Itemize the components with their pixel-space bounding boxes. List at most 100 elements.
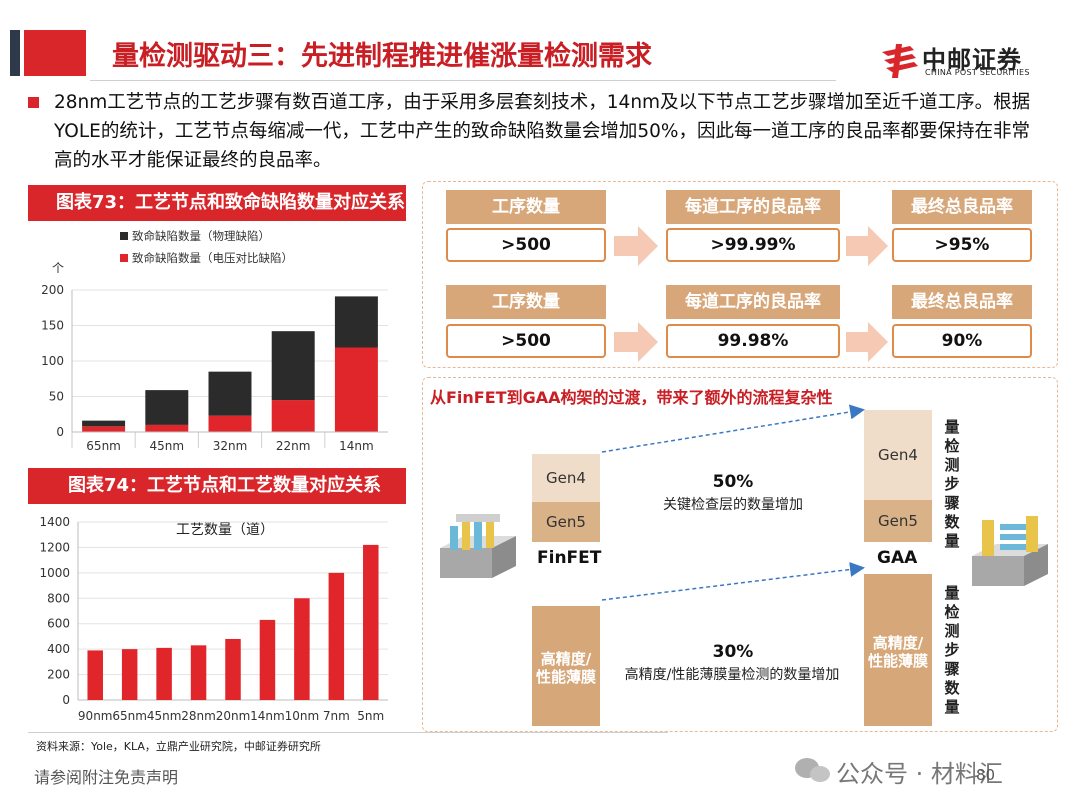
chart73-x-tick: 45nm — [150, 439, 185, 453]
chart73-bar-voltage-contrast — [334, 347, 378, 432]
chart74-x-tick: 45nm — [147, 709, 182, 723]
chart74-y-tick: 200 — [47, 668, 70, 682]
chart74-bar — [190, 645, 207, 700]
page-number: 80 — [976, 766, 996, 784]
vertical-label-bottom: 量检测步骤数量 — [944, 584, 960, 716]
chart74-bar — [87, 650, 103, 700]
chart73-x-tick: 65nm — [86, 439, 121, 453]
chart73-x-tick: 14nm — [339, 439, 374, 453]
header-divider — [90, 80, 836, 81]
chart73-bar-physical — [271, 331, 315, 401]
page-title: 量检测驱动三：先进制程推进催涨量检测需求 — [112, 41, 652, 72]
finfet-gen5-block: Gen5 — [532, 502, 600, 542]
header-accent-red — [24, 30, 86, 76]
chart74-bar — [225, 638, 241, 700]
chart74-process-steps-by-node: 工艺数量（道） 0 200 400 600 800 1000 1200 1400 90nm 65… — [39, 515, 388, 723]
flow2-value-final-yield: 90% — [892, 324, 1032, 358]
flow2-label-final-yield: 最终总良品率 — [892, 285, 1032, 319]
finfet-transistor-icon — [440, 514, 516, 578]
chart74-x-tick: 7nm — [323, 709, 350, 723]
chart73-x-tick: 22nm — [276, 439, 311, 453]
increase-dashed-arrows-icon — [601, 404, 865, 601]
chart73-legend-swatch — [120, 232, 128, 240]
chart73-legend-label: 致命缺陷数量（物理缺陷） — [132, 229, 270, 243]
flow1-label-step-yield: 每道工序的良品率 — [666, 190, 840, 224]
flow1-label-final-yield: 最终总良品率 — [892, 190, 1032, 224]
chart73-legend: 致命缺陷数量（物理缺陷） 致命缺陷数量（电压对比缺陷） — [120, 229, 293, 265]
gen-increase-desc: 关键检查层的数量增加 — [663, 497, 803, 513]
flow1-value-step-yield: >99.99% — [666, 228, 840, 262]
chart73-bar-physical — [145, 390, 189, 425]
gaa-transistor-icon — [972, 516, 1048, 586]
chart73-bar-voltage-contrast — [82, 426, 126, 432]
chart74-x-tick: 28nm — [181, 709, 216, 723]
wechat-account-label: 公众号 · 材料汇 — [836, 760, 1003, 788]
flow1-value-steps: >500 — [446, 228, 606, 262]
flow2-label-steps: 工序数量 — [446, 285, 606, 319]
chart74-x-tick: 14nm — [250, 709, 285, 723]
flow1-arrow-2-icon — [846, 226, 888, 266]
chart74-bar — [328, 572, 345, 700]
chart73-bar-voltage-contrast — [208, 415, 252, 432]
flow2-value-steps: >500 — [446, 324, 606, 358]
chart73-x-tick: 32nm — [213, 439, 248, 453]
chart73-defects-by-node: 致命缺陷数量（物理缺陷） 致命缺陷数量（电压对比缺陷） 个 0 50 100 150 20… — [41, 229, 388, 453]
flow1-value-final-yield: >95% — [892, 228, 1032, 262]
source-divider — [28, 732, 668, 733]
chart74-x-tick: 20nm — [216, 709, 251, 723]
chart73-bar-physical — [208, 371, 252, 416]
chart74-y-tick: 400 — [47, 642, 70, 656]
vertical-label-top: 量检测步骤数量 — [944, 418, 960, 550]
flow1-arrow-1-icon — [614, 226, 658, 266]
wechat-icon — [795, 758, 830, 782]
yield-flow-panel — [422, 181, 1058, 368]
header-accent-dark — [10, 30, 20, 76]
flow2-arrow-2-icon — [846, 322, 888, 362]
chart73-unit-label: 个 — [52, 261, 64, 275]
intro-paragraph: 28nm工艺节点的工艺步骤有数百道工序，由于采用多层套刻技术，14nm及以下节点… — [54, 92, 1031, 171]
gaa-gen5-block: Gen5 — [864, 500, 932, 542]
disclaimer-text: 请参阅附注免责声明 — [34, 768, 179, 787]
chart74-x-tick: 90nm — [78, 709, 113, 723]
logo-text-cn: 中邮证券 — [922, 46, 1022, 74]
chart73-bar-physical — [82, 420, 126, 427]
chart74-bar — [121, 649, 138, 700]
chart74-y-tick: 0 — [62, 693, 70, 707]
chart74-title: 图表74：工艺节点和工艺数量对应关系 — [28, 468, 406, 504]
gen-increase-percent: 50% — [712, 472, 754, 492]
gaa-transition-panel — [422, 377, 1058, 732]
chart74-y-tick: 800 — [47, 591, 70, 605]
chart73-bar-physical — [334, 296, 378, 348]
flow2-label-step-yield: 每道工序的良品率 — [666, 285, 840, 319]
chart73-y-tick: 200 — [41, 283, 64, 297]
chart74-bar — [294, 598, 310, 700]
gaa-label: GAA — [877, 548, 918, 568]
bullet-square-icon — [28, 97, 39, 108]
chart73-legend-swatch — [120, 254, 128, 262]
flow2-value-step-yield: 99.98% — [666, 324, 840, 358]
flow1-label-steps: 工序数量 — [446, 190, 606, 224]
gaa-gen4-block: Gen4 — [864, 410, 932, 500]
chart74-x-tick: 10nm — [285, 709, 320, 723]
chart74-x-tick: 5nm — [357, 709, 384, 723]
gaa-panel-title: 从FinFET到GAA构架的过渡，带来了额外的流程复杂性 — [430, 388, 833, 407]
chart73-y-tick: 0 — [56, 425, 64, 439]
chart73-y-tick: 150 — [41, 319, 64, 333]
finfet-gen4-block: Gen4 — [532, 454, 600, 502]
flow2-arrow-1-icon — [614, 322, 658, 362]
chart74-bar — [259, 619, 276, 700]
chart74-y-tick: 1400 — [39, 515, 70, 529]
chart74-y-tick: 600 — [47, 617, 70, 631]
finfet-label: FinFET — [537, 548, 602, 568]
film-increase-desc: 高精度/性能薄膜量检测的数量增加 — [624, 667, 840, 683]
film-increase-percent: 30% — [712, 642, 754, 662]
chart74-bar — [363, 544, 379, 700]
chart73-legend-label: 致命缺陷数量（电压对比缺陷） — [132, 251, 293, 265]
chart74-x-tick: 65nm — [112, 709, 147, 723]
gaa-film-block: 高精度/性能薄膜 — [864, 574, 932, 726]
chart74-series-title: 工艺数量（道） — [176, 522, 274, 538]
logo-text-en: CHINA POST SECURITIES — [925, 68, 1030, 77]
chart73-y-tick: 50 — [49, 390, 64, 404]
source-note: 资料来源：Yole，KLA，立鼎产业研究院，中邮证券研究所 — [36, 740, 321, 753]
chart73-y-tick: 100 — [41, 354, 64, 368]
